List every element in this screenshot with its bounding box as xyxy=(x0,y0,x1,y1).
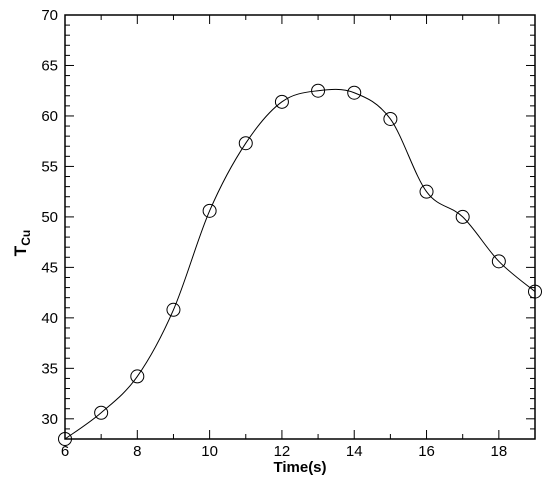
data-point xyxy=(166,302,181,317)
y-tick-label: 65 xyxy=(41,57,58,74)
data-point xyxy=(311,83,326,98)
y-tick-label: 70 xyxy=(41,7,58,24)
x-tick-label: 8 xyxy=(133,443,141,460)
data-point xyxy=(347,85,362,100)
data-point xyxy=(202,203,217,218)
plot-frame xyxy=(64,14,536,440)
data-point xyxy=(94,405,109,420)
y-tick-label: 35 xyxy=(41,360,58,377)
series-markers xyxy=(58,83,542,446)
x-tick-label: 18 xyxy=(491,443,508,460)
x-axis-ticks: 6 8 10 12 14 16 18 xyxy=(61,15,536,460)
x-axis-label: Time(s) xyxy=(273,459,326,476)
data-point xyxy=(491,254,506,269)
y-axis-label-subscript: Cu xyxy=(19,230,33,246)
data-point xyxy=(58,432,72,446)
data-point xyxy=(528,284,542,299)
x-tick-label: 14 xyxy=(346,443,363,460)
y-tick-label: 50 xyxy=(41,209,58,226)
y-tick-label: 55 xyxy=(41,158,58,175)
data-point xyxy=(419,184,434,199)
series-line xyxy=(64,88,536,440)
y-tick-label: 45 xyxy=(41,259,58,276)
x-tick-label: 6 xyxy=(61,443,69,460)
y-axis-label-main: T xyxy=(11,245,30,256)
data-point xyxy=(130,369,145,384)
data-point xyxy=(383,111,398,126)
data-point xyxy=(238,136,253,151)
data-point xyxy=(274,94,289,109)
y-tick-label: 60 xyxy=(41,108,58,125)
y-tick-label: 30 xyxy=(41,411,58,428)
x-tick-label: 12 xyxy=(274,443,291,460)
x-tick-label: 10 xyxy=(201,443,218,460)
y-axis-ticks: 30 35 40 45 50 55 60 65 70 xyxy=(41,7,535,440)
data-point xyxy=(455,209,470,224)
y-tick-label: 40 xyxy=(41,310,58,327)
y-axis-label: TCu xyxy=(11,230,33,256)
x-tick-label: 16 xyxy=(418,443,435,460)
